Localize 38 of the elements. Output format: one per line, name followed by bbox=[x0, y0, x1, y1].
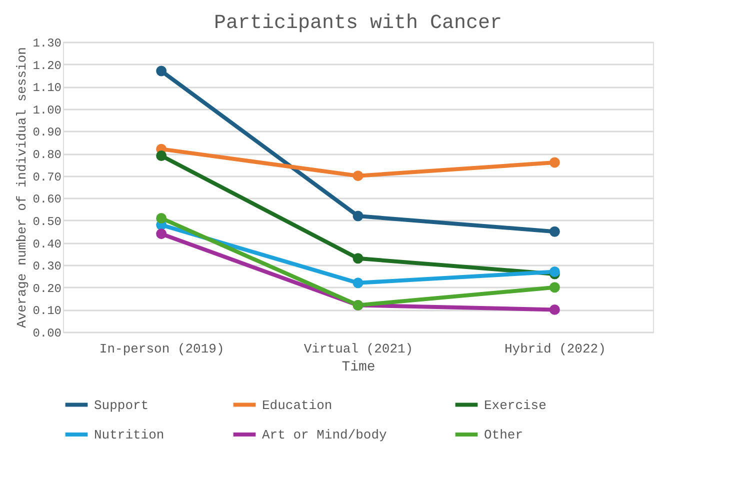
x-tick-label: In-person (2019) bbox=[99, 342, 224, 356]
legend-label: Nutrition bbox=[94, 428, 164, 442]
y-tick-label: 0.70 bbox=[32, 170, 62, 184]
point bbox=[352, 210, 364, 222]
y-tick-label: 0.10 bbox=[32, 304, 62, 318]
y-tick-label: 0.90 bbox=[32, 126, 62, 140]
x-tick-label: Hybrid (2022) bbox=[504, 342, 606, 356]
point bbox=[352, 253, 364, 264]
point bbox=[549, 304, 560, 315]
y-tick-label: 0.00 bbox=[32, 326, 62, 340]
legend-label: Art or Mind/body bbox=[262, 428, 388, 442]
x-axis-title: Time bbox=[342, 360, 376, 376]
point bbox=[352, 170, 364, 182]
point bbox=[352, 278, 364, 288]
y-tick-label: 0.40 bbox=[32, 237, 62, 252]
x-tick-label: Virtual (2021) bbox=[304, 342, 414, 356]
point bbox=[549, 157, 560, 168]
y-tick-label: 1.00 bbox=[32, 103, 62, 118]
legend-label: Exercise bbox=[484, 398, 546, 413]
y-tick-label: 0.50 bbox=[32, 214, 62, 229]
y-tick-label: 1.10 bbox=[32, 81, 62, 96]
y-tick-label: 0.30 bbox=[32, 260, 62, 274]
y-tick-label: 1.30 bbox=[32, 36, 62, 50]
y-tick-label: 0.20 bbox=[32, 282, 62, 296]
point bbox=[156, 66, 167, 76]
y-tick-label: 1.20 bbox=[32, 58, 62, 73]
y-axis-title: Average number of individual session bbox=[14, 47, 30, 328]
point bbox=[549, 226, 560, 237]
y-tick-label: 0.80 bbox=[32, 148, 62, 162]
point bbox=[156, 150, 167, 162]
point bbox=[549, 282, 560, 293]
legend-label: Other bbox=[484, 428, 524, 442]
legend-label: Education bbox=[262, 398, 332, 413]
point bbox=[156, 212, 167, 224]
point bbox=[156, 228, 167, 240]
y-tick-label: 0.60 bbox=[32, 192, 62, 207]
legend-label: Support bbox=[94, 398, 149, 413]
chart-title: Participants with Cancer bbox=[214, 12, 502, 35]
